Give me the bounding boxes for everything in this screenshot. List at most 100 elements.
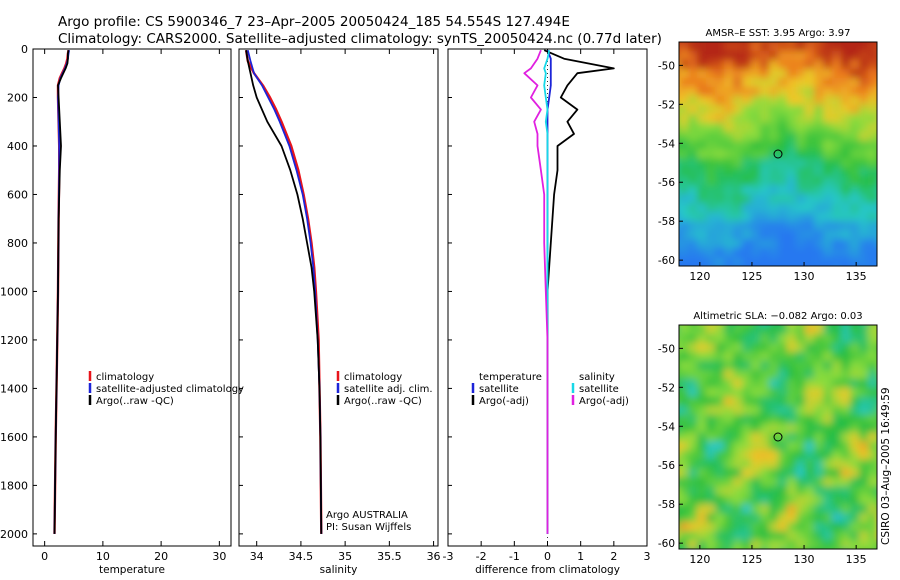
sst-map-cell [715, 167, 725, 178]
temperature-legend-label: Argo(..raw -QC) [96, 396, 174, 407]
sla-map-cell [688, 450, 698, 461]
sst-map-cell [859, 194, 869, 205]
sst-map-cell [841, 131, 851, 142]
sla-map-cell [706, 504, 716, 515]
sla-map-cell [841, 495, 851, 506]
sst-map-cell [850, 194, 860, 205]
sst-map-cell [850, 185, 860, 196]
sst-map-cell [823, 266, 833, 276]
sla-map-cell [778, 351, 788, 362]
sst-map-cell [760, 239, 770, 250]
sst-map-cell [679, 42, 689, 52]
sla-map-cell [715, 522, 725, 533]
sla-map-cell [679, 477, 689, 488]
sla-map-cell [859, 351, 869, 362]
sla-map-cell [814, 325, 824, 335]
sla-map-cell [751, 423, 761, 434]
sla-map-cell [832, 486, 842, 497]
sst-map-cell [823, 230, 833, 241]
sla-map-cell [859, 540, 869, 549]
sst-map-cell [724, 95, 734, 106]
sla-map-cell [715, 342, 725, 353]
x-tick-label: 0 [41, 550, 48, 563]
x-tick-label: 120 [689, 553, 710, 566]
sst-map-cell [877, 51, 887, 61]
sst-map-cell [760, 140, 770, 151]
sla-map-cell [751, 351, 761, 362]
sla-map-cell [877, 486, 887, 496]
sla-map-cell [706, 477, 716, 488]
sla-map-cell [760, 540, 770, 549]
sla-map-cell [760, 378, 770, 389]
sla-map-cell [841, 405, 851, 416]
x-tick-label: -3 [443, 550, 454, 563]
sla-map-cell [868, 387, 877, 398]
sst-map-cell [877, 167, 887, 177]
sst-map-cell [877, 212, 887, 222]
sla-map-cell [832, 441, 842, 452]
sla-map-cell [859, 441, 869, 452]
sla-map-cell [841, 540, 851, 549]
sla-map-cell [796, 513, 806, 524]
sst-map-cell [715, 185, 725, 196]
sla-map-cell [868, 477, 877, 488]
sst-map-cell [724, 230, 734, 241]
sst-map-cell [715, 248, 725, 259]
sst-map-cell [850, 42, 860, 52]
sst-map-cell [760, 42, 770, 52]
sst-map-cell [877, 221, 887, 231]
sst-map-cell [742, 149, 752, 160]
sst-map-cell [760, 50, 770, 61]
x-tick-label: 36 [427, 550, 441, 563]
sst-map-cell [778, 230, 788, 241]
sst-map-cell [841, 248, 851, 259]
sla-map-cell [805, 405, 815, 416]
sla-map-cell [778, 396, 788, 407]
sst-map-cell [679, 86, 689, 97]
sst-map-cell [733, 68, 743, 79]
sla-map-cell [877, 343, 887, 353]
sst-map-cell [787, 42, 797, 52]
sla-map-cell [868, 513, 877, 524]
sla-map-cell [814, 360, 824, 371]
sst-map-cell [769, 257, 779, 266]
sla-map-cell [769, 378, 779, 389]
map-frame [678, 324, 878, 550]
sla-map-cell [877, 504, 887, 514]
map-title: AMSR–E SST: 3.95 Argo: 3.97 [705, 28, 850, 39]
argo-annotation: Argo AUSTRALIA [326, 510, 408, 521]
sla-map-cell [796, 450, 806, 461]
sla-map-cell [688, 504, 698, 515]
sst-map-cell [697, 239, 707, 250]
sst-map-cell [715, 122, 725, 133]
sla-map-cell [706, 432, 716, 443]
sst-map-cell [679, 239, 689, 250]
sst-map-cell [841, 212, 851, 223]
sla-map-cell [832, 531, 842, 542]
sst-map-cell [760, 248, 770, 259]
sla-map-cell [787, 414, 797, 425]
sst-map-cell [778, 50, 788, 61]
sla-map-cell [850, 486, 860, 497]
series-line [523, 49, 549, 534]
sst-map-cell [859, 203, 869, 214]
sla-map-cell [850, 540, 860, 549]
sst-map-cell [850, 158, 860, 169]
sla-map-cell [805, 450, 815, 461]
sst-map-cell [796, 239, 806, 250]
difference-right-legend-label: satellite [579, 384, 619, 395]
sst-map-cell [751, 77, 761, 88]
sst-map-cell [850, 140, 860, 151]
sla-map-cell [724, 486, 734, 497]
sst-map-cell [706, 95, 716, 106]
sla-map-cell [796, 468, 806, 479]
y-tick-label: -60 [658, 255, 675, 267]
sla-map-cell [868, 405, 877, 416]
sla-map-cell [751, 459, 761, 470]
sla-map-cell [859, 342, 869, 353]
sla-map-cell [715, 333, 725, 344]
sst-map-cell [715, 113, 725, 124]
sla-map-cell [742, 342, 752, 353]
sst-map-cell [751, 122, 761, 133]
sla-map-cell [832, 387, 842, 398]
